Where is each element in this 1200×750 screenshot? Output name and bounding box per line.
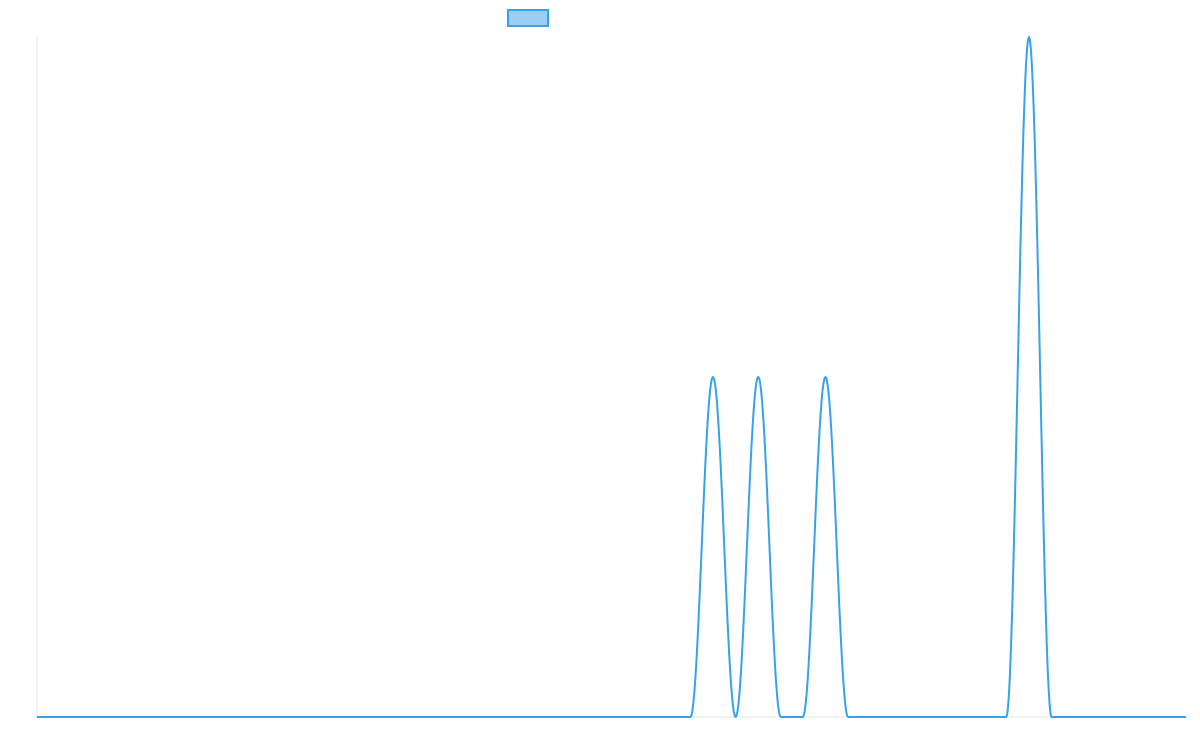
series-layer xyxy=(37,36,1186,718)
legend-swatch-0[interactable] xyxy=(507,9,549,27)
legend[interactable] xyxy=(507,9,549,27)
series-line-0 xyxy=(37,36,1186,718)
axes xyxy=(36,37,1186,718)
